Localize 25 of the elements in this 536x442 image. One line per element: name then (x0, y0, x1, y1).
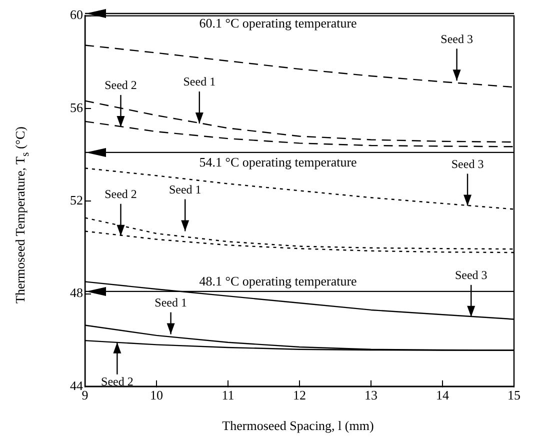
annotation: Seed 2 (101, 374, 134, 389)
annotation: Seed 3 (440, 32, 473, 46)
x-tick-label: 12 (293, 388, 306, 403)
x-tick-label: 10 (150, 388, 163, 403)
x-tick-label: 13 (364, 388, 378, 403)
x-tick-label: 14 (436, 388, 450, 403)
annotation: Seed 2 (104, 78, 137, 92)
y-tick-label: 56 (70, 100, 84, 115)
ref-line-label: 48.1 °C operating temperature (199, 273, 358, 288)
y-tick-label: 44 (70, 378, 84, 393)
y-tick-label: 52 (70, 192, 83, 208)
ref-line-label: 60.1 °C operating temperature (199, 15, 358, 30)
x-tick-label: 9 (82, 388, 88, 403)
annotation: Seed 3 (451, 156, 484, 171)
annotation: Seed 2 (104, 187, 137, 201)
y-tick-label: 60 (70, 7, 83, 22)
annotation: Seed 3 (454, 268, 488, 282)
annotation: Seed 1 (168, 182, 202, 196)
x-axis-title: Thermoseed Spacing, l (mm) (221, 418, 375, 434)
annotation: Seed 1 (183, 74, 216, 89)
y-tick-label: 48 (70, 285, 83, 300)
ref-line-label: 54.1 °C operating temperature (199, 154, 358, 170)
x-tick-label: 15 (508, 388, 520, 403)
annotation: Seed 1 (154, 295, 187, 310)
x-tick-label: 11 (222, 388, 234, 403)
